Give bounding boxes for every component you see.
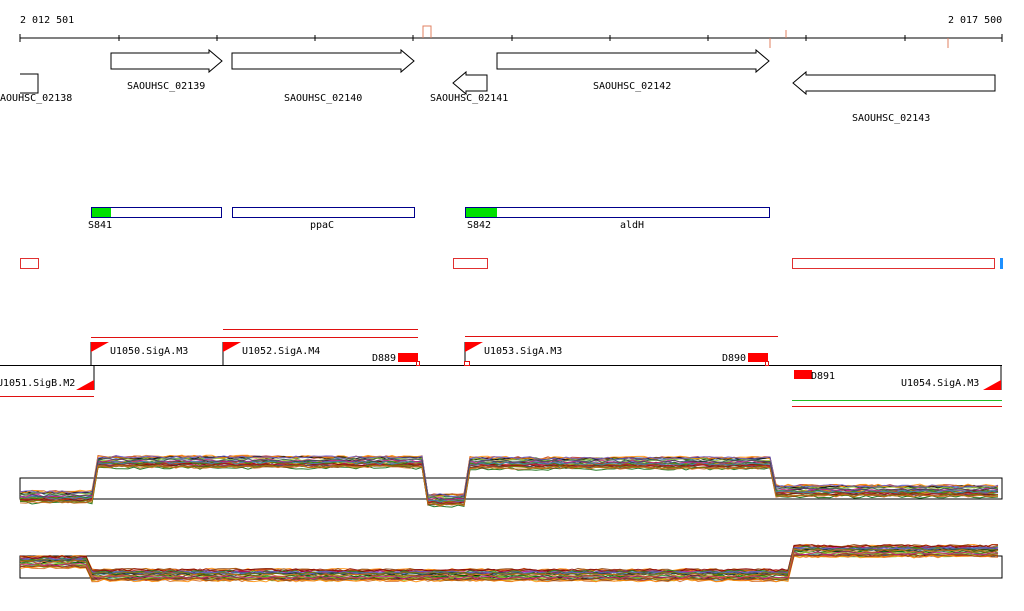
expression-profile-line — [19, 554, 999, 583]
gene-label: SAOUHSC_02138 — [0, 93, 72, 104]
feature-name: aldH — [620, 220, 644, 231]
terminator-D889[interactable]: D889 — [372, 353, 420, 366]
promoter-U1052[interactable]: U1052.SigA.M4 — [222, 342, 320, 365]
ruler-ticks — [19, 34, 1003, 42]
terminator-label: D890 — [722, 353, 746, 364]
expression-profile-line — [19, 544, 998, 573]
promoter-U1050[interactable]: U1050.SigA.M3 — [90, 342, 188, 365]
ruler-end-label: 2 017 500 — [948, 15, 1002, 26]
region-marker — [1000, 258, 1003, 269]
gene-SAOUHSC_02139[interactable]: SAOUHSC_02139 — [110, 48, 223, 92]
gene-SAOUHSC_02142[interactable]: SAOUHSC_02142 — [496, 48, 770, 92]
span-lines — [0, 329, 1002, 407]
gene-label: SAOUHSC_02142 — [593, 81, 671, 92]
gene-label: SAOUHSC_02139 — [127, 81, 205, 92]
terminator-label: D891 — [811, 371, 835, 382]
expression-lines — [19, 454, 999, 508]
promoter-U1054[interactable]: U1054.SigA.M3 — [901, 366, 1002, 390]
gene-SAOUHSC_02140[interactable]: SAOUHSC_02140 — [231, 48, 415, 104]
feature-start-block — [466, 208, 497, 217]
expression-profile-line — [19, 455, 999, 498]
expression-profile-line — [19, 458, 999, 500]
region-box[interactable] — [20, 258, 39, 269]
gene-label: SAOUHSC_02140 — [284, 93, 362, 104]
region-track — [20, 258, 1003, 269]
promoter-label: U1054.SigA.M3 — [901, 378, 979, 389]
gene-SAOUHSC_02143[interactable]: SAOUHSC_02143 — [792, 70, 996, 124]
expression-lines — [19, 543, 999, 583]
gene-label: SAOUHSC_02141 — [430, 93, 508, 104]
promoter-label: U1050.SigA.M3 — [110, 346, 188, 357]
expression-profile-line — [19, 464, 999, 507]
gene-SAOUHSC_02138[interactable]: SAOUHSC_02138 — [0, 73, 72, 104]
coordinate-ruler: 2 012 501 2 017 500 — [19, 15, 1003, 48]
regulatory-track: U1051.SigB.M2 U1050.SigA.M3 U1052.SigA.M… — [0, 329, 1002, 407]
feature-start-block — [92, 208, 111, 217]
feature-track: S841 ppaC S842 aldH — [88, 207, 770, 232]
feature-S842-aldH[interactable]: S842 aldH — [465, 207, 770, 232]
ruler-marks — [422, 25, 949, 48]
feature-S841[interactable]: S841 — [88, 207, 222, 232]
terminator-label: D889 — [372, 353, 396, 364]
ruler-start-label: 2 012 501 — [20, 15, 74, 26]
expression-track-forward — [19, 454, 1003, 508]
region-box[interactable] — [453, 258, 488, 269]
feature-ppaC[interactable]: ppaC — [232, 207, 415, 232]
expression-profile-line — [19, 549, 999, 578]
expression-profile-line — [19, 462, 999, 505]
promoter-U1053[interactable]: U1053.SigA.M3 — [464, 342, 563, 366]
gene-SAOUHSC_02141[interactable]: SAOUHSC_02141 — [430, 70, 508, 104]
promoter-label: U1053.SigA.M3 — [484, 346, 562, 357]
expression-profile-line — [19, 464, 999, 506]
feature-tag: S841 — [88, 220, 112, 231]
gene-label: SAOUHSC_02143 — [852, 113, 930, 124]
promoter-label: U1052.SigA.M4 — [242, 346, 320, 357]
terminator-D890[interactable]: D890 — [722, 353, 769, 366]
expression-track-reverse — [19, 543, 1003, 583]
expression-profile-line — [20, 551, 999, 580]
gene-track: SAOUHSC_02138 SAOUHSC_02139 SAOUHSC_0214… — [0, 48, 996, 124]
terminator-D891[interactable]: D891 — [794, 370, 835, 382]
expression-frame — [19, 477, 1003, 500]
feature-name: ppaC — [310, 220, 334, 231]
promoter-label: U1051.SigB.M2 — [0, 378, 75, 389]
region-box[interactable] — [792, 258, 995, 269]
promoter-U1051[interactable]: U1051.SigB.M2 — [0, 366, 95, 390]
feature-tag: S842 — [467, 220, 491, 231]
